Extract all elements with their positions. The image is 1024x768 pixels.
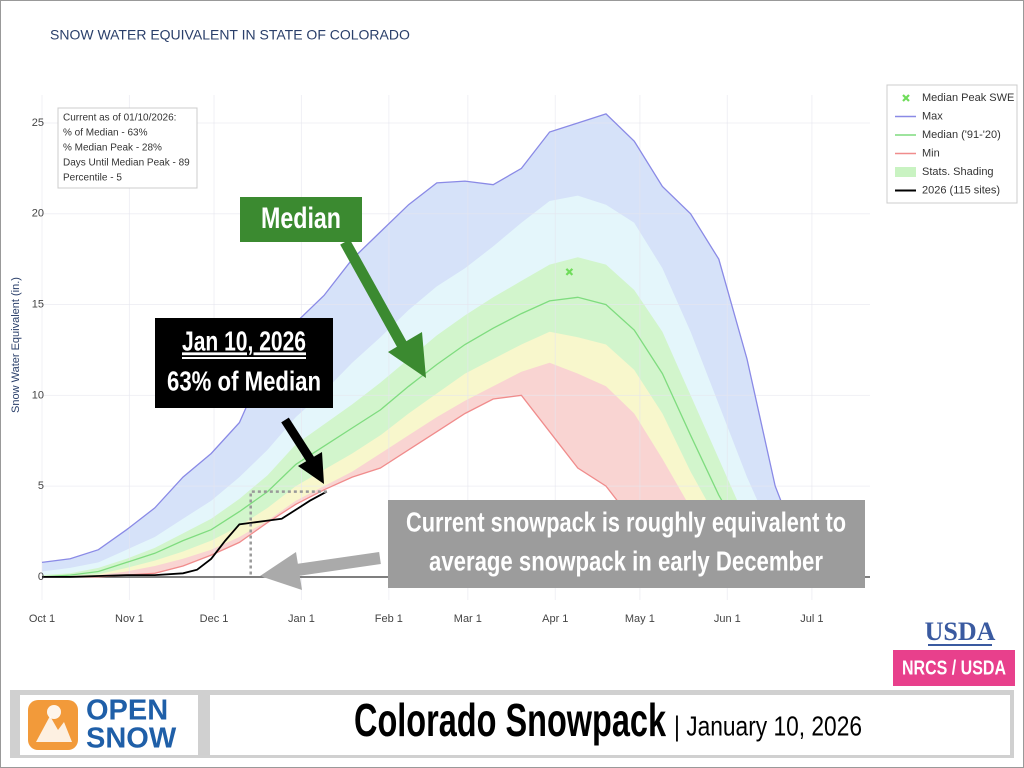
y-tick-label: 25 — [32, 117, 44, 129]
usda-logo: USDA — [925, 617, 996, 646]
note-arrowhead — [260, 552, 302, 590]
note-box — [388, 500, 865, 588]
title-box — [210, 695, 1010, 755]
x-tick-label: May 1 — [625, 613, 655, 625]
x-tick-label: Feb 1 — [375, 613, 403, 625]
footer-title: Colorado Snowpack — [354, 694, 666, 746]
median-arrow — [340, 239, 410, 353]
y-tick-label: 20 — [32, 208, 44, 220]
chart-title: SNOW WATER EQUIVALENT IN STATE OF COLORA… — [50, 27, 410, 43]
legend-label: Median Peak SWE — [922, 92, 1014, 104]
x-tick-label: Jul 1 — [800, 613, 823, 625]
legend-label: Stats. Shading — [922, 166, 994, 178]
note-text: average snowpack in early December — [429, 545, 823, 576]
legend-label: Min — [922, 147, 940, 159]
y-tick-label: 5 — [38, 480, 44, 492]
legend-symbol — [902, 94, 910, 102]
x-tick-label: Nov 1 — [115, 613, 144, 625]
x-tick-label: Dec 1 — [200, 613, 229, 625]
median-callout — [240, 197, 362, 242]
x-tick-label: Mar 1 — [454, 613, 482, 625]
median-peak-marker — [565, 268, 574, 276]
info-line: Days Until Median Peak - 89 — [63, 158, 190, 169]
legend-label: 2026 (115 sites) — [922, 184, 1000, 196]
date-arrow — [281, 417, 316, 465]
badge — [893, 650, 1015, 686]
brand-snowflake — [47, 705, 61, 719]
brand-mountain — [36, 716, 72, 742]
date-callout-text: Jan 10, 2026 — [182, 325, 306, 356]
date-arrowhead — [298, 452, 324, 484]
badge-text: NRCS / USDA — [902, 657, 1006, 679]
note-text: Current snowpack is roughly equivalent t… — [406, 506, 846, 537]
info-line: Percentile - 5 — [63, 173, 122, 184]
y-tick-label: 10 — [32, 389, 44, 401]
x-tick-label: Jan 1 — [288, 613, 315, 625]
info-box — [57, 107, 198, 189]
median-arrowhead — [388, 332, 426, 378]
info-line: % of Median - 63% — [63, 128, 148, 139]
y-tick-label: 15 — [32, 298, 44, 310]
percent-callout-text: 63% of Median — [167, 365, 321, 396]
x-tick-label: Jun 1 — [714, 613, 741, 625]
brand-top: OPEN — [86, 695, 168, 727]
x-tick-label: Oct 1 — [29, 613, 55, 625]
legend-items: Median Peak SWE Max Median ('91-'20) Min Sta… — [895, 92, 1014, 196]
x-tick-label: Apr 1 — [542, 613, 568, 625]
series-line — [42, 490, 328, 578]
footer-subtitle: | January 10, 2026 — [674, 710, 862, 741]
y-axis-label: Snow Water Equivalent (in.) — [10, 277, 22, 413]
legend-symbol — [895, 167, 916, 177]
series-line — [41, 113, 860, 578]
info-line: % Median Peak - 28% — [63, 143, 162, 154]
brand-bottom: SNOW — [86, 723, 177, 755]
info-line: Current as of 01/10/2026: — [63, 113, 176, 124]
date-callout — [155, 318, 333, 408]
note-arrow — [289, 552, 381, 577]
legend — [886, 84, 1018, 204]
median-callout-text: Median — [261, 202, 341, 235]
y-tick-label: 0 — [38, 571, 44, 583]
legend-label: Median ('91-'20) — [922, 129, 1001, 141]
guide-line — [249, 490, 327, 577]
legend-label: Max — [922, 110, 943, 122]
